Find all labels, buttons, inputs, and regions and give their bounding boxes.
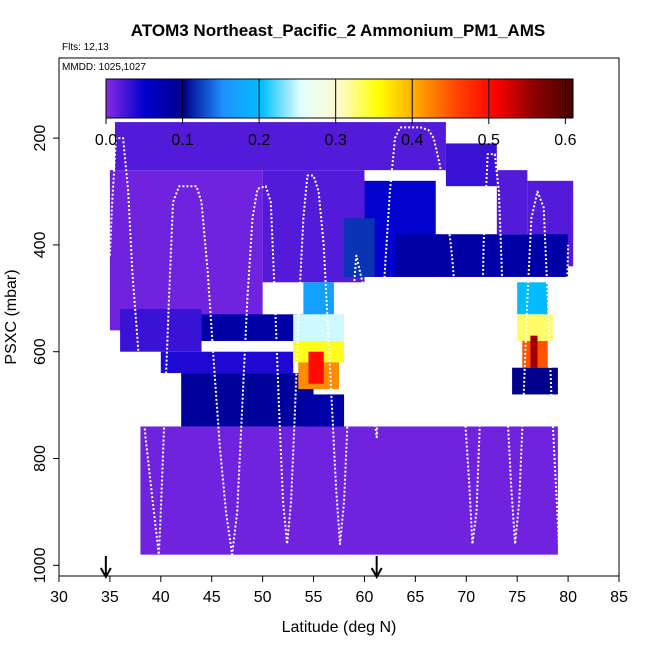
x-tick-label: 60	[356, 589, 374, 606]
heatmap-cell	[109, 170, 263, 331]
colorbar-tick-label: 0.1	[171, 132, 193, 149]
y-tick-label: 400	[32, 231, 49, 258]
chart-title: ATOM3 Northeast_Pacific_2 Ammonium_PM1_A…	[131, 21, 545, 40]
heatmap-cell	[181, 373, 314, 427]
heatmap-cell	[496, 170, 528, 235]
flights-label: Flts: 12,13	[62, 42, 109, 53]
flight-track	[108, 126, 570, 556]
x-tick-label: 65	[406, 589, 424, 606]
heatmap-cell	[517, 282, 548, 315]
y-tick-label: 200	[32, 125, 49, 152]
x-tick-label: 75	[508, 589, 526, 606]
x-tick-label: 40	[152, 589, 170, 606]
arrow-head	[99, 567, 112, 580]
heatmap-cell	[530, 335, 538, 368]
heatmap-cell	[293, 341, 345, 363]
heatmap-cell	[120, 308, 202, 352]
colorbar: 0.0 0.1 0.2 0.3 0.4 0.5 0.6	[95, 78, 577, 149]
colorbar-tick-label: 0.6	[554, 132, 576, 149]
x-axis-label: Latitude (deg N)	[282, 619, 397, 636]
colorbar-tick-label: 0.5	[478, 132, 500, 149]
heatmap-cell	[293, 314, 345, 342]
heatmap-cell	[512, 367, 558, 395]
colorbar-tick-label: 0.0	[95, 132, 117, 149]
y-tick-label: 600	[32, 338, 49, 365]
x-tick-label: 45	[203, 589, 221, 606]
heatmap-cell	[308, 351, 324, 384]
marker-arrows	[99, 556, 383, 580]
mmdd-label: MMDD: 1025,1027	[62, 62, 146, 73]
plot-frame	[58, 57, 620, 577]
x-tick-label: 35	[101, 589, 119, 606]
colorbar-tick-label: 0.3	[325, 132, 347, 149]
heatmap-cell	[344, 218, 375, 277]
colorbar-tick-label: 0.2	[248, 132, 270, 149]
colorbar-tick-label: 0.4	[401, 132, 423, 149]
y-tick-label: 800	[32, 445, 49, 472]
x-axis: 30 35 40 45 50 55 60 65 70 75 80 85	[50, 576, 628, 606]
heatmap-cell	[160, 351, 294, 374]
colorbar-ticks: 0.0 0.1 0.2 0.3 0.4 0.5 0.6	[95, 79, 577, 149]
heatmap-cell	[140, 426, 558, 555]
y-axis: 200 400 600 800 1000	[32, 125, 59, 583]
x-tick-label: 80	[559, 589, 577, 606]
heatmap-cell	[445, 143, 497, 187]
arrow-head	[370, 567, 383, 580]
y-tick-label: 1000	[32, 547, 49, 583]
colorbar-ramp	[105, 78, 574, 119]
heatmap-cells	[109, 122, 574, 555]
heatmap-cell	[303, 282, 334, 315]
x-tick-label: 55	[305, 589, 323, 606]
heatmap-cell	[395, 234, 569, 277]
x-tick-label: 30	[50, 589, 68, 606]
x-tick-label: 70	[457, 589, 475, 606]
x-tick-label: 50	[254, 589, 272, 606]
x-tick-label: 85	[610, 589, 628, 606]
heatmap-cell	[115, 122, 446, 171]
y-axis-label: PSXC (mbar)	[3, 269, 20, 364]
flight-track-line	[108, 126, 570, 556]
